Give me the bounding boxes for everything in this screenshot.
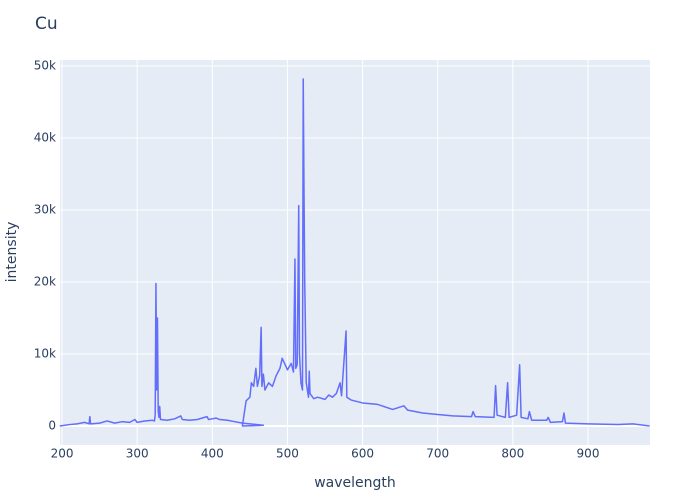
y-tick-label: 20k [34, 274, 56, 288]
x-tick-label: 700 [426, 447, 449, 461]
y-tick-label: 40k [34, 130, 56, 144]
y-axis-title: intensity [4, 222, 20, 283]
y-tick-label: 0 [48, 418, 56, 432]
x-tick-label: 800 [501, 447, 524, 461]
y-tick-label: 50k [34, 58, 56, 72]
x-tick-label: 600 [351, 447, 374, 461]
x-tick-label: 200 [51, 447, 74, 461]
x-axis-title: wavelength [314, 475, 396, 491]
y-tick-label: 10k [34, 346, 56, 360]
plot-area [60, 60, 650, 445]
data-line [59, 78, 650, 427]
x-tick-label: 400 [201, 447, 224, 461]
x-tick-label: 900 [577, 447, 600, 461]
chart-title: Cu [35, 14, 58, 34]
x-tick-label: 300 [126, 447, 149, 461]
x-tick-label: 500 [276, 447, 299, 461]
y-tick-label: 30k [34, 202, 56, 216]
